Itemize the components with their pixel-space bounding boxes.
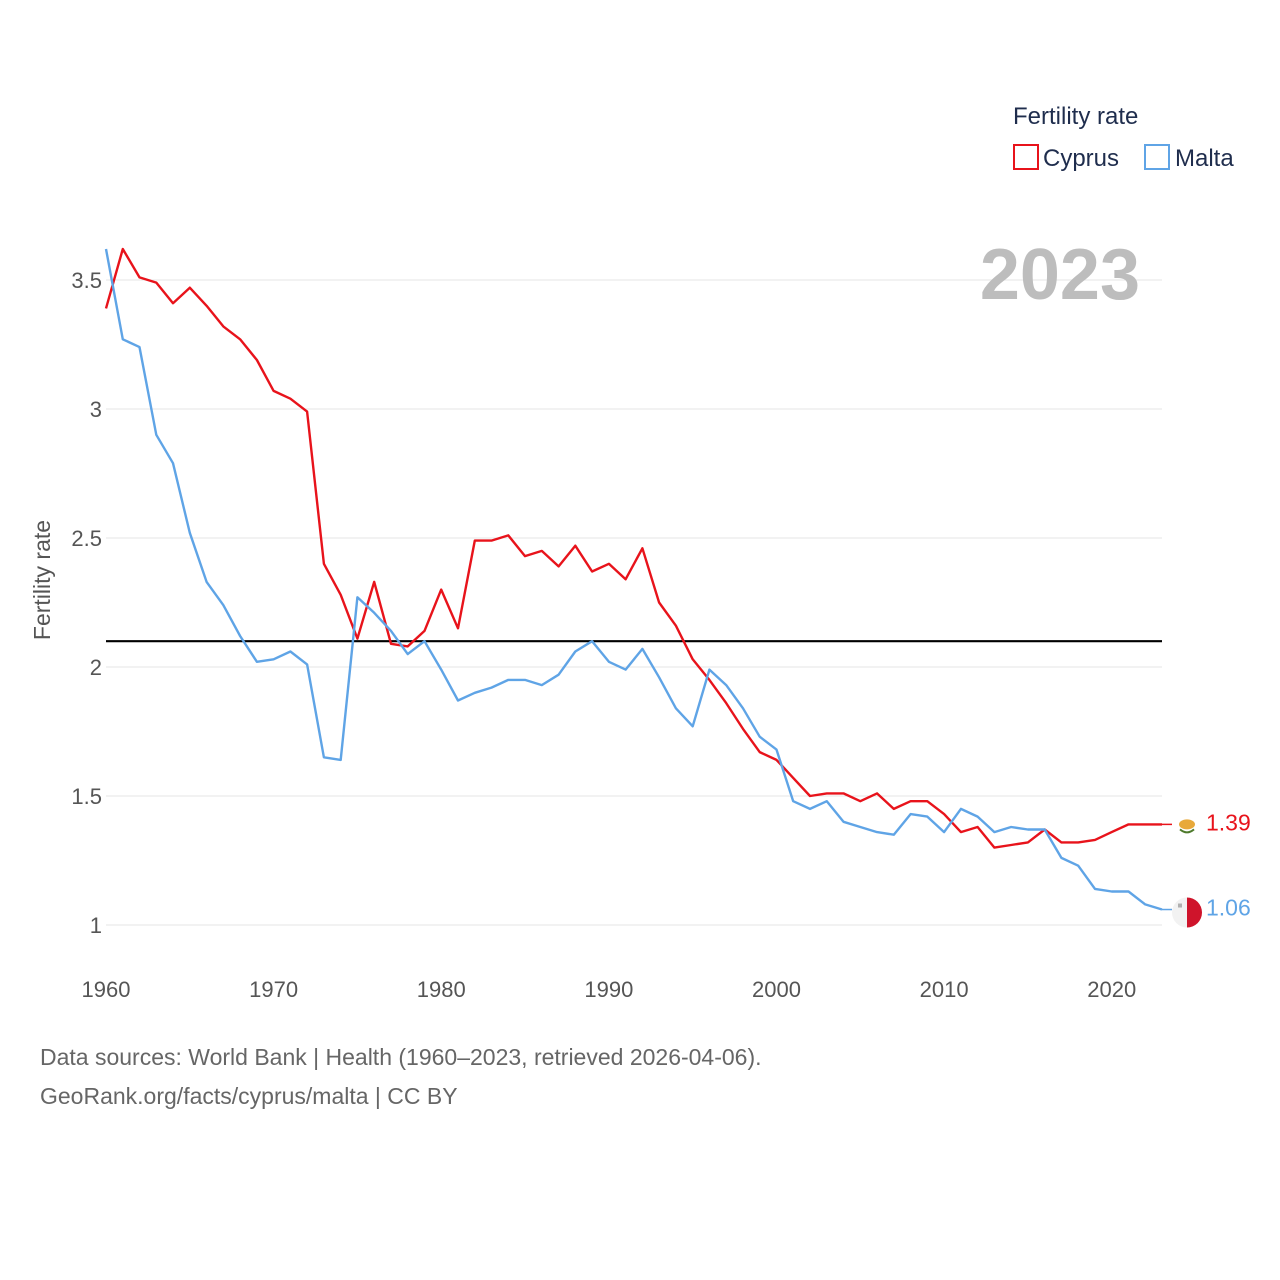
y-tick-label: 3 xyxy=(90,397,102,422)
y-tick-label: 1.5 xyxy=(71,784,102,809)
y-axis-title: Fertility rate xyxy=(29,520,55,640)
legend-title: Fertility rate xyxy=(1013,103,1138,130)
end-label-malta: 1.06 xyxy=(1206,895,1251,921)
x-tick-label: 2000 xyxy=(752,977,801,1002)
y-tick-label: 2.5 xyxy=(71,526,102,551)
y-axis-ticks: 1 1.5 2 2.5 3 3.5 xyxy=(71,268,102,938)
x-tick-label: 2020 xyxy=(1087,977,1136,1002)
x-tick-label: 1960 xyxy=(82,977,131,1002)
series-lines xyxy=(104,247,1163,911)
x-tick-label: 1970 xyxy=(249,977,298,1002)
end-labels: 1.39 1.06 xyxy=(1162,809,1251,928)
cyprus-flag-icon xyxy=(1179,819,1195,834)
legend-swatch-cyprus[interactable] xyxy=(1013,144,1039,170)
x-axis-ticks: 1960 1970 1980 1990 2000 2010 2020 xyxy=(82,977,1137,1002)
year-overlay: 2023 xyxy=(980,235,1140,315)
legend-label-cyprus[interactable]: Cyprus xyxy=(1043,145,1119,172)
legend: Fertility rate Cyprus Malta xyxy=(1013,103,1234,172)
x-tick-label: 2010 xyxy=(920,977,969,1002)
series-line-cyprus xyxy=(104,247,1162,849)
attribution-link[interactable]: GeoRank.org/facts/cyprus/malta | CC BY xyxy=(40,1083,458,1109)
malta-flag-icon xyxy=(1172,897,1202,928)
grid-lines xyxy=(106,279,1162,926)
y-tick-label: 1 xyxy=(90,913,102,938)
y-tick-label: 2 xyxy=(90,655,102,680)
x-tick-label: 1990 xyxy=(584,977,633,1002)
series-line-malta xyxy=(104,248,1163,911)
y-tick-label: 3.5 xyxy=(71,268,102,293)
end-label-cyprus: 1.39 xyxy=(1206,809,1251,835)
legend-swatch-malta[interactable] xyxy=(1144,144,1170,170)
legend-label-malta[interactable]: Malta xyxy=(1175,145,1234,172)
x-tick-label: 1980 xyxy=(417,977,466,1002)
data-sources-text: Data sources: World Bank | Health (1960–… xyxy=(40,1044,762,1070)
